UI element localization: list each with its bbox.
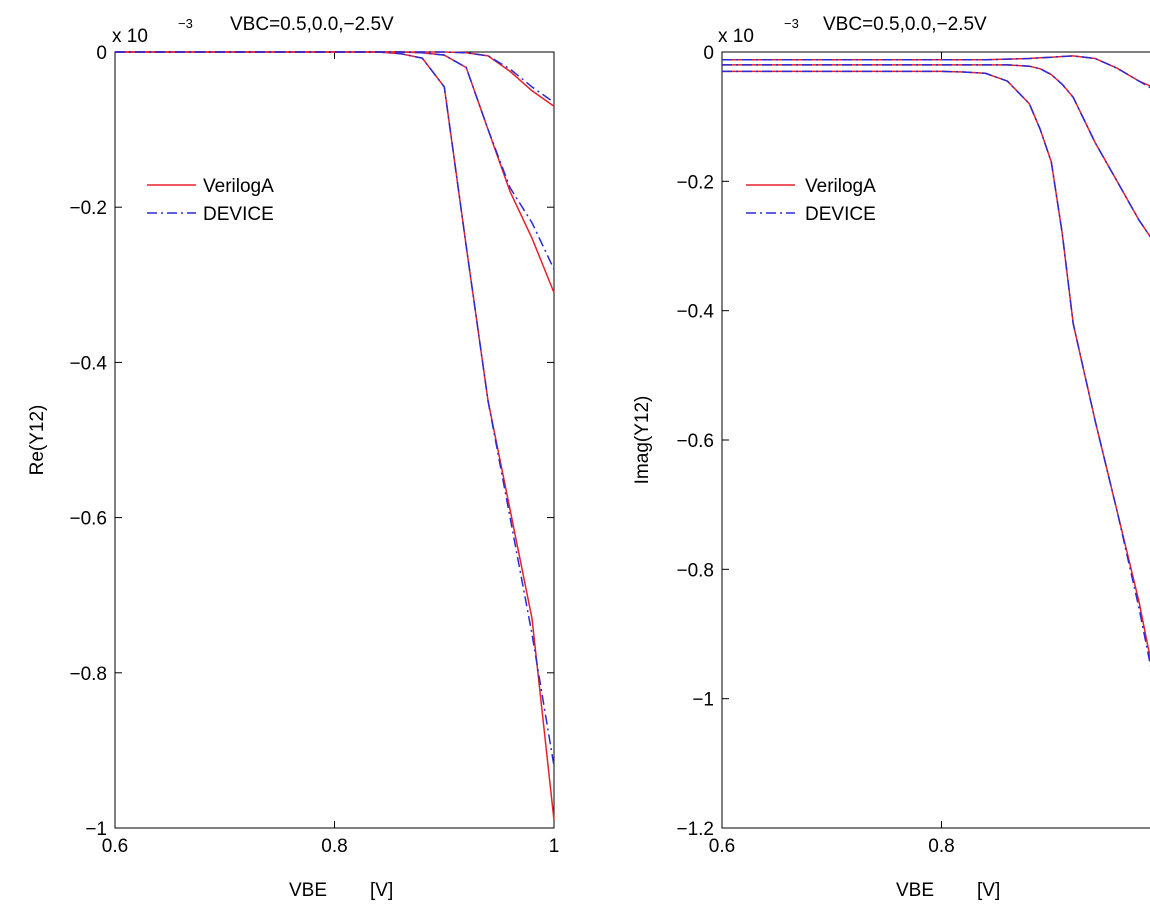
series-line-device-vbc00	[722, 64, 1150, 238]
x-tick-label: 0.6	[102, 836, 128, 857]
y-axis-label: Imag(Y12)	[632, 396, 653, 485]
chart-title: VBC=0.5,0.0,−2.5V	[823, 14, 987, 35]
y-tick-label: −0.6	[69, 509, 107, 530]
x-tick-label: 0.8	[928, 836, 954, 857]
y-tick-label: −1.2	[676, 819, 714, 840]
y-tick-label: −0.2	[69, 198, 107, 219]
x-axis-unit: [V]	[977, 880, 1000, 901]
y-axis-label: Re(Y12)	[27, 405, 48, 476]
tick-group: 0.6 0.8 1 0 −0.2 −0.4 −0.6 −0.8 −1	[69, 43, 559, 857]
series-group	[722, 55, 1150, 667]
x-axis-label: VBE	[896, 880, 934, 901]
y-tick-label: −1	[85, 819, 107, 840]
series-line-veriloga-vbc05	[115, 51, 555, 821]
x-tick-label: 0.6	[709, 836, 735, 857]
y-tick-label: −0.4	[69, 353, 107, 374]
y-tick-label: 0	[96, 43, 107, 64]
scale-exponent: −3	[784, 16, 799, 31]
chart-re-y12: 0.6 0.8 1 0 −0.2 −0.4 −0.6 −0.8 −1 VBC=0.5,0.0,−…	[27, 14, 559, 901]
series-line-device-vbc05	[722, 70, 1150, 667]
legend-label-veriloga: VerilogA	[203, 176, 274, 197]
scale-exponent: −3	[178, 16, 193, 31]
chart-imag-y12: 0.6 0.8 0 −0.2 −0.4 −0.6 −0.8 −1 −1.2 VBC=0.5,0.…	[632, 14, 1150, 901]
series-line-device-vbc25v	[722, 55, 1150, 89]
y-tick-label: −0.6	[676, 431, 714, 452]
legend-label-device: DEVICE	[805, 204, 876, 225]
series-line-veriloga-vbc00	[115, 51, 555, 293]
plot-frame	[721, 51, 1150, 829]
plot-frame	[114, 51, 555, 829]
y-tick-label: −0.2	[676, 172, 714, 193]
tick-group: 0.6 0.8 0 −0.2 −0.4 −0.6 −0.8 −1 −1.2	[676, 43, 954, 857]
series-line-veriloga-vbc25v	[722, 55, 1150, 87]
scale-prefix: x 10	[112, 26, 148, 47]
legend: VerilogA DEVICE	[147, 176, 274, 225]
x-tick-label: 1	[549, 836, 560, 857]
legend-label-veriloga: VerilogA	[805, 176, 876, 197]
y-tick-label: −0.8	[676, 560, 714, 581]
scale-prefix: x 10	[718, 26, 754, 47]
y-tick-label: −0.8	[69, 664, 107, 685]
legend: VerilogA DEVICE	[746, 176, 876, 225]
series-line-device-vbc25v	[115, 51, 555, 104]
x-axis-unit: [V]	[370, 880, 393, 901]
y-tick-label: 0	[703, 43, 714, 64]
series-line-veriloga-vbc00	[722, 64, 1150, 238]
y-tick-label: −1	[692, 690, 714, 711]
chart-title: VBC=0.5,0.0,−2.5V	[230, 14, 394, 35]
legend-label-device: DEVICE	[203, 204, 274, 225]
series-line-veriloga-vbc25v	[115, 51, 555, 107]
series-line-veriloga-vbc05	[722, 70, 1150, 661]
x-axis-label: VBE	[289, 880, 327, 901]
series-group	[115, 51, 555, 821]
x-tick-label: 0.8	[321, 836, 347, 857]
y-tick-label: −0.4	[676, 302, 714, 323]
series-line-device-vbc00	[115, 51, 555, 270]
series-line-device-vbc05	[115, 51, 555, 767]
